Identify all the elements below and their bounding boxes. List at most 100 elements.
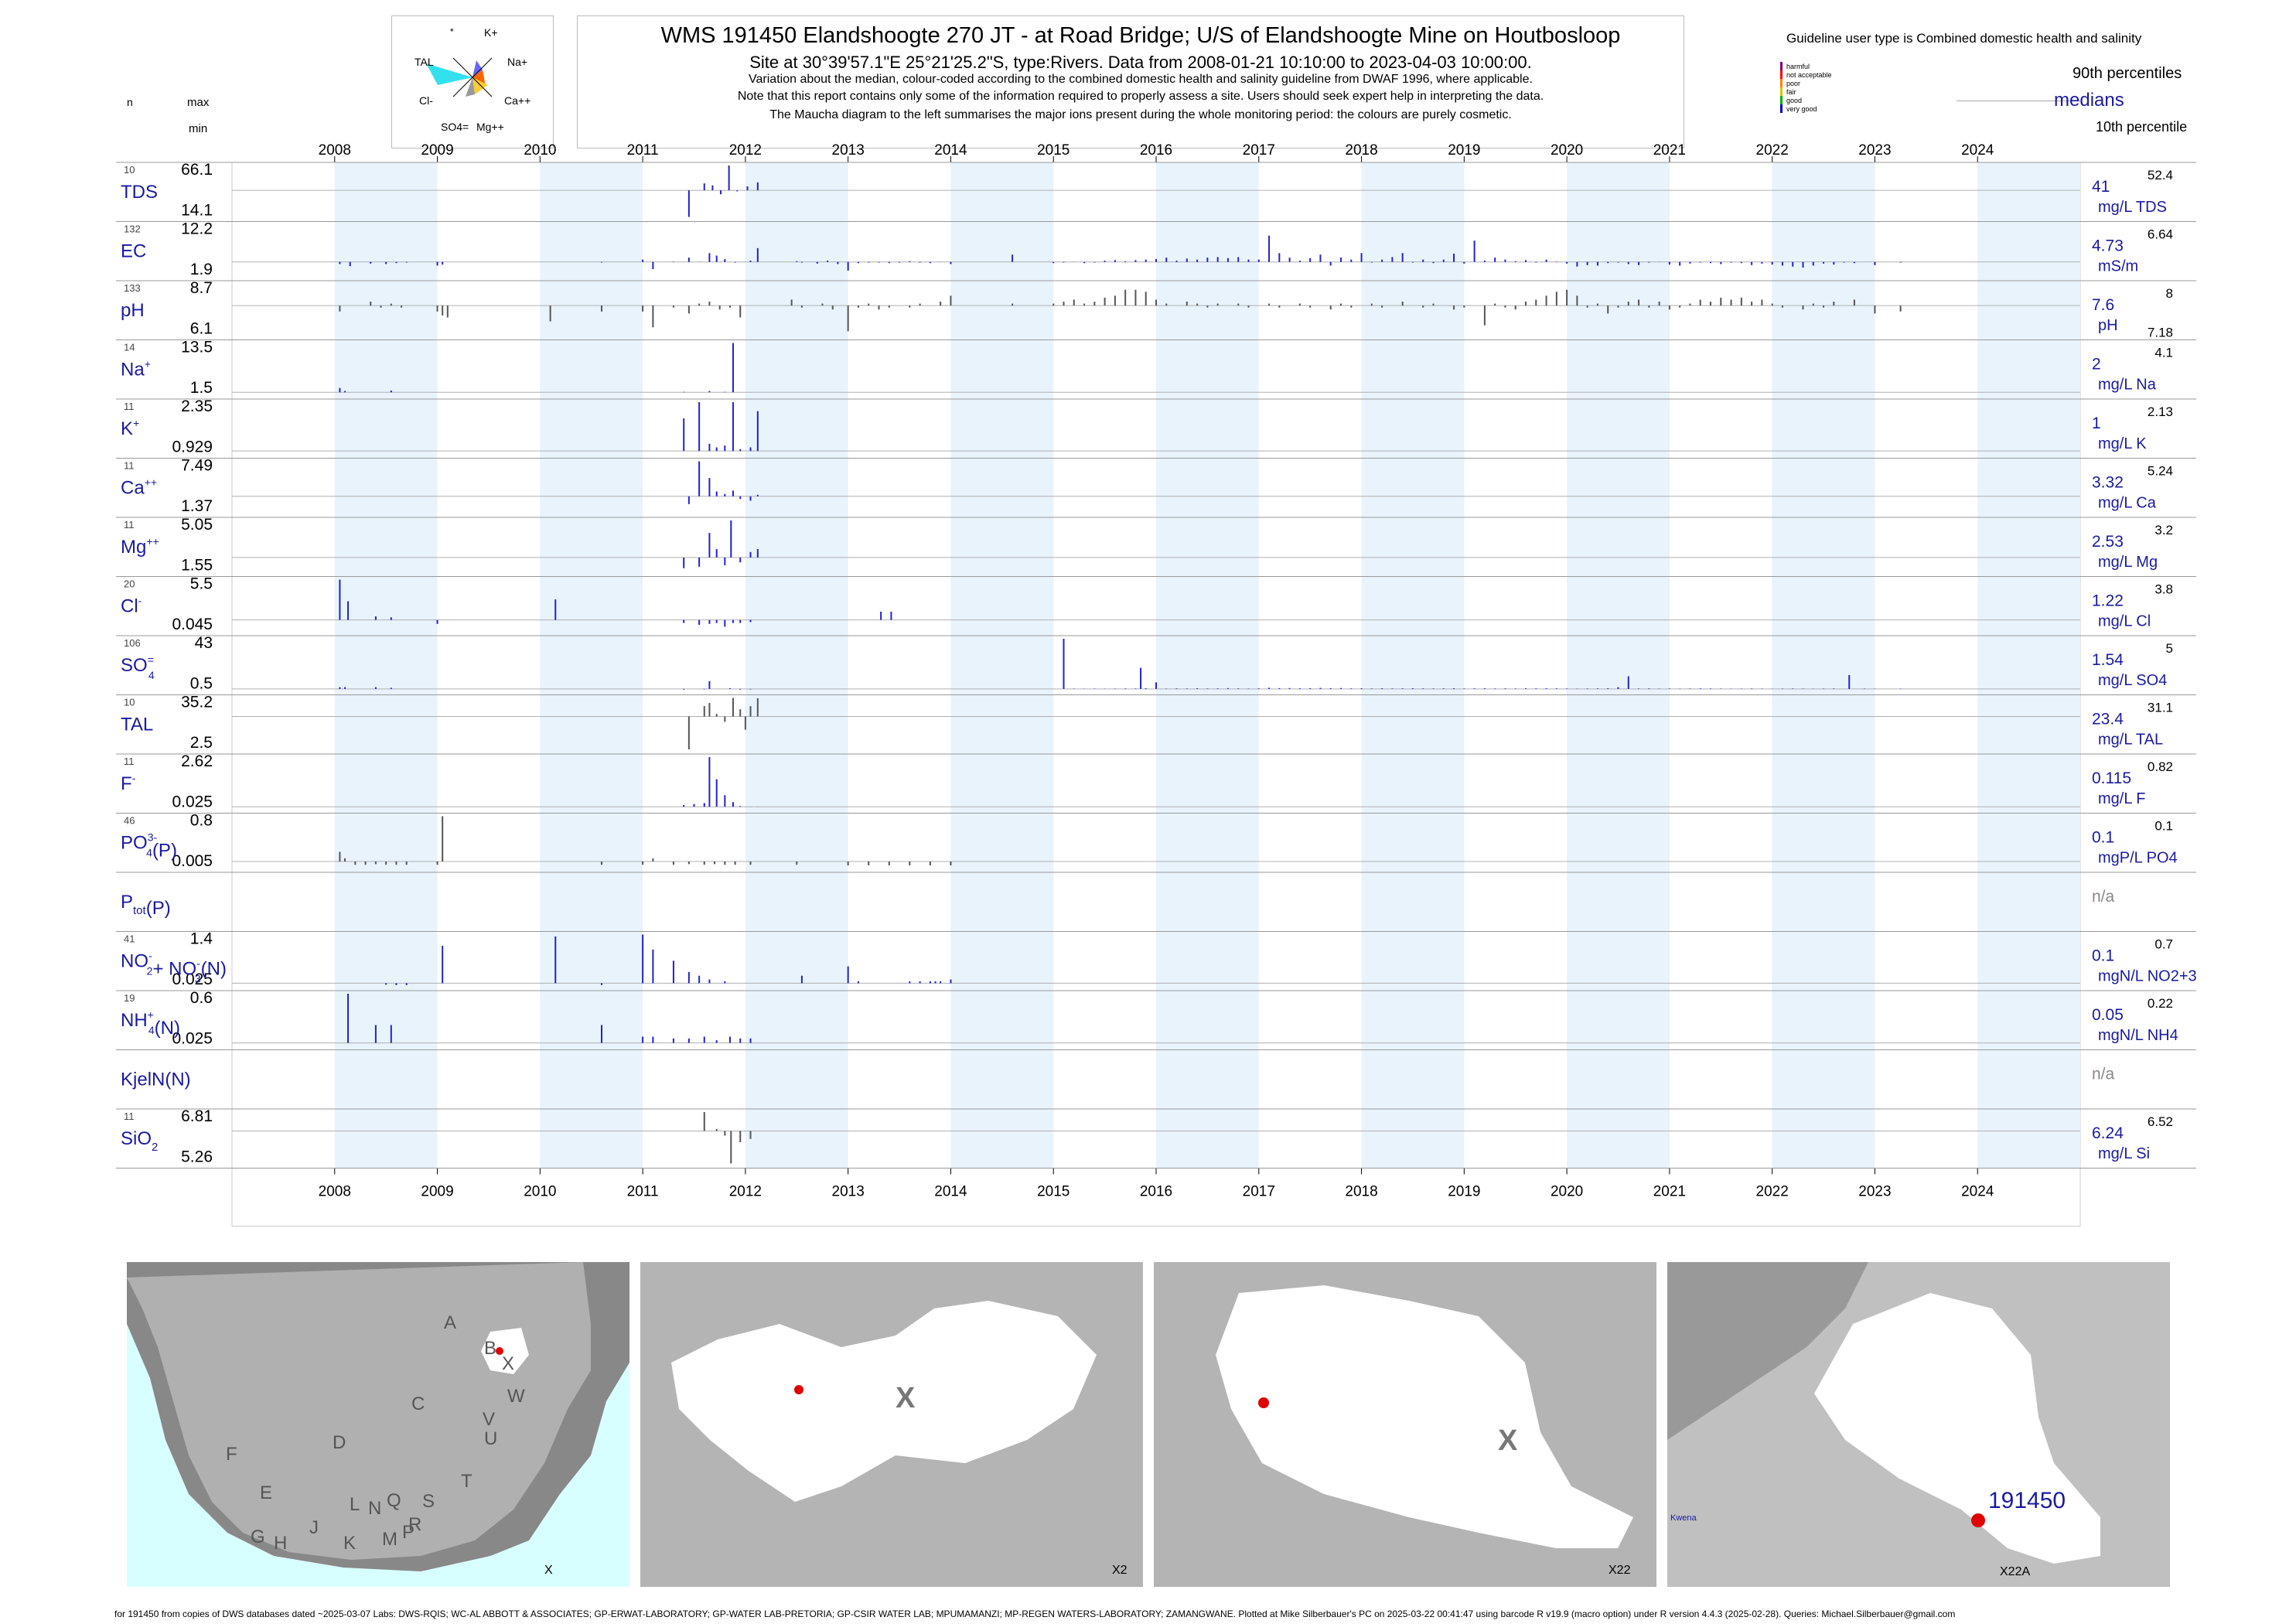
param-label-K: K+	[121, 417, 139, 439]
row-min-Mg: 1.55	[181, 557, 213, 575]
year-label-top: 2012	[729, 142, 762, 159]
param-sup: +	[145, 358, 151, 370]
row-max-TAL: 35.2	[181, 694, 213, 711]
map3-catchment	[1216, 1285, 1633, 1548]
year-shade-2010	[540, 162, 643, 1169]
row-min-SO4: 0.5	[190, 675, 213, 693]
row-max-Ca: 7.49	[181, 457, 213, 475]
row-median-TAL: 23.4	[2092, 711, 2124, 728]
param-suffix: (P)	[146, 898, 171, 919]
maucha-label-so4: SO4=	[441, 121, 469, 133]
map2-catchment	[671, 1301, 1097, 1502]
row-p90-PO4: 0.1	[2154, 819, 2173, 834]
year-label-bottom: 2017	[1243, 1184, 1275, 1200]
row-max-pH: 8.7	[190, 279, 213, 297]
year-shade-2016	[1156, 162, 1259, 1169]
param-name: F	[121, 773, 132, 794]
param-label-NH4: NH+ 4(N)	[121, 1008, 180, 1039]
year-label-top: 2023	[1858, 142, 1891, 159]
param-suffix: (N)	[155, 1018, 180, 1039]
year-label-bottom: 2016	[1140, 1184, 1172, 1200]
footer-credits: for 191450 from copies of DWS databases …	[114, 1609, 1956, 1619]
guideline-level-label: very good	[1786, 105, 1817, 113]
row-median-Mg: 2.53	[2092, 533, 2124, 551]
map4-shapes	[1667, 1262, 2100, 1564]
guideline-level-label: harmful	[1786, 63, 1810, 70]
year-label-bottom: 2009	[421, 1184, 453, 1200]
param-sup: ++	[145, 476, 157, 489]
year-label-top: 2014	[934, 142, 967, 159]
row-p90-SiO2: 6.52	[2148, 1114, 2173, 1129]
param-suffix2: (N)	[201, 959, 227, 980]
map1-region-label: U	[484, 1428, 498, 1449]
param-name: TDS	[121, 182, 158, 203]
row-n-SO4: 106	[124, 637, 141, 649]
year-shade-2024	[1977, 162, 2080, 1169]
param-sup: +	[148, 1008, 154, 1021]
map1-region-label: G	[251, 1527, 265, 1547]
map4-place-label: Kwena	[1670, 1513, 1697, 1523]
map4-site-marker	[1971, 1513, 1985, 1527]
row-median-Ca: 3.32	[2092, 474, 2124, 492]
param-sub: tot	[133, 904, 147, 917]
param-name: P	[121, 892, 133, 913]
row-p90-Na: 4.1	[2154, 346, 2173, 360]
row-n-F: 11	[124, 756, 135, 767]
param-name: NO	[121, 951, 148, 972]
row-p90-Ca: 5.24	[2148, 464, 2173, 479]
year-label-bottom: 2014	[934, 1184, 967, 1200]
param-label-NOx: NO-2+ NO-3(N)	[121, 950, 227, 985]
row-max-K: 2.35	[181, 397, 213, 415]
row-median-SO4: 1.54	[2092, 651, 2124, 669]
note-expert: Note that this report contains only some…	[737, 90, 1544, 103]
row-unit-TDS: mg/L TDS	[2098, 199, 2167, 216]
row-unit-SO4: mg/L SO4	[2098, 672, 2167, 689]
map1-region-label: X	[502, 1353, 515, 1374]
row-min-F: 0.025	[172, 793, 213, 811]
year-label-top: 2016	[1140, 142, 1172, 159]
param-label-Na: Na+	[121, 358, 151, 380]
param-label-SO4: SO= 4	[121, 653, 155, 681]
row-median-K: 1	[2092, 415, 2101, 432]
time-series-chart: 2008200820092009201020102011201120122012…	[116, 142, 2197, 1227]
year-label-bottom: 2020	[1551, 1184, 1583, 1200]
map-x22a: 191450 Kwena X22A	[1667, 1262, 2170, 1587]
row-unit-SiO2: mg/L Si	[2098, 1145, 2150, 1162]
map1-region-label: V	[483, 1409, 496, 1430]
param-label-Cl: Cl-	[121, 595, 142, 617]
year-label-top: 2018	[1345, 142, 1377, 159]
map1-region-label: S	[422, 1491, 435, 1512]
map1-region-label: L	[350, 1494, 360, 1515]
row-median-Na: 2	[2092, 356, 2101, 374]
maucha-tal-segment	[426, 63, 473, 85]
param-name: NH	[121, 1010, 148, 1031]
row-unit-Na: mg/L Na	[2098, 377, 2157, 394]
row-p90-NOx: 0.7	[2154, 937, 2173, 952]
maucha-axis-2	[452, 57, 493, 97]
param-label-SiO2: SiO2	[121, 1128, 158, 1154]
row-min-pH: 6.1	[190, 320, 213, 338]
map4-site-label: 191450	[1988, 1488, 2066, 1513]
param-sup: =	[148, 653, 154, 666]
map1-catchment-x	[481, 1328, 529, 1374]
row-max-SiO2: 6.81	[181, 1107, 213, 1125]
row-max-SO4: 43	[195, 634, 213, 652]
row-max-EC: 12.2	[181, 220, 213, 238]
map1-region-label: E	[260, 1482, 273, 1503]
maucha-mg-segment	[466, 77, 475, 97]
maucha-label-star: *	[450, 26, 454, 37]
guideline-swatch-0	[1780, 62, 1783, 70]
param-name: TAL	[121, 715, 153, 735]
param-sub: 4	[146, 847, 152, 859]
row-unit-EC: mS/m	[2098, 258, 2138, 275]
map2-caption: X2	[1112, 1564, 1128, 1577]
row-min-K: 0.929	[172, 438, 213, 456]
row-min-NOx: 0.025	[172, 971, 213, 988]
guideline-swatch-3	[1780, 87, 1783, 96]
row-unit-K: mg/L K	[2098, 435, 2147, 452]
param-name: SO	[121, 655, 148, 676]
param-label-F: F-	[121, 772, 136, 794]
row-unit-Ca: mg/L Ca	[2098, 495, 2157, 512]
year-label-bottom: 2021	[1653, 1184, 1686, 1200]
